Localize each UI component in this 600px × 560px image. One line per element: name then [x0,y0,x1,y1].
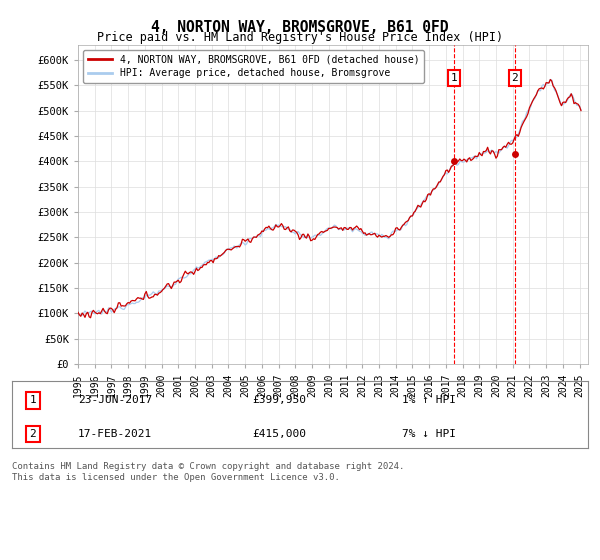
Text: 1% ↑ HPI: 1% ↑ HPI [402,395,456,405]
Legend: 4, NORTON WAY, BROMSGROVE, B61 0FD (detached house), HPI: Average price, detache: 4, NORTON WAY, BROMSGROVE, B61 0FD (deta… [83,50,424,83]
Text: 2: 2 [29,429,37,439]
Text: 1: 1 [29,395,37,405]
Text: 7% ↓ HPI: 7% ↓ HPI [402,429,456,439]
Text: 17-FEB-2021: 17-FEB-2021 [78,429,152,439]
Text: 23-JUN-2017: 23-JUN-2017 [78,395,152,405]
Text: This data is licensed under the Open Government Licence v3.0.: This data is licensed under the Open Gov… [12,473,340,482]
Text: 4, NORTON WAY, BROMSGROVE, B61 0FD: 4, NORTON WAY, BROMSGROVE, B61 0FD [151,20,449,35]
Text: £399,950: £399,950 [252,395,306,405]
Text: Contains HM Land Registry data © Crown copyright and database right 2024.: Contains HM Land Registry data © Crown c… [12,462,404,471]
Text: 1: 1 [451,73,457,83]
Text: 2: 2 [511,73,518,83]
Text: Price paid vs. HM Land Registry's House Price Index (HPI): Price paid vs. HM Land Registry's House … [97,31,503,44]
Text: £415,000: £415,000 [252,429,306,439]
